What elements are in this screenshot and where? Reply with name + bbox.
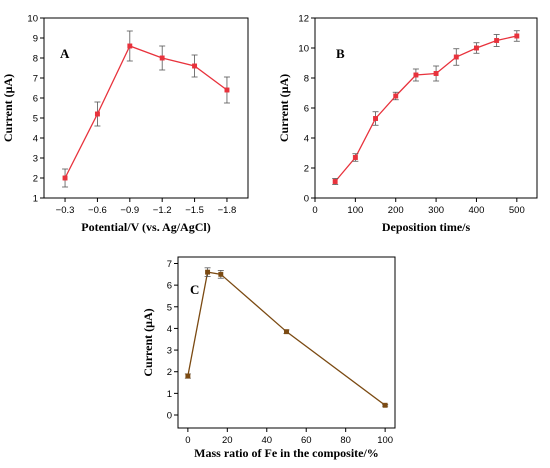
data-point — [352, 155, 358, 160]
x-tick-label: −1.2 — [153, 205, 172, 216]
x-tick-label: 20 — [222, 435, 233, 446]
y-tick-label: 7 — [167, 259, 172, 270]
x-tick-label: −0.6 — [88, 205, 107, 216]
data-point — [413, 72, 419, 78]
x-tick-label: −0.3 — [56, 205, 75, 216]
y-axis-label: Current (μA) — [277, 74, 291, 142]
plot-frame — [314, 17, 538, 199]
x-tick-label: 300 — [428, 205, 444, 216]
x-tick-label: 400 — [469, 205, 485, 216]
y-tick-label: 10 — [298, 44, 309, 55]
data-point — [192, 63, 198, 69]
series-line — [64, 45, 228, 179]
x-axis-label: Potential/V (vs. Ag/AgCl) — [81, 220, 210, 234]
panel-label: B — [336, 46, 345, 61]
x-tick-label: 100 — [347, 205, 363, 216]
data-point — [205, 269, 211, 275]
y-tick-label: 6 — [33, 94, 38, 105]
data-point — [474, 45, 479, 51]
x-axis-label: Deposition time/s — [382, 220, 471, 234]
x-tick-label: −1.5 — [185, 205, 204, 216]
data-point — [332, 179, 338, 184]
y-tick-label: 6 — [304, 104, 309, 115]
y-tick-label: 3 — [167, 346, 172, 357]
data-point — [159, 55, 165, 61]
y-tick-label: 2 — [304, 164, 309, 175]
x-axis-label: Mass ratio of Fe in the composite/% — [194, 446, 379, 460]
data-point — [494, 38, 500, 43]
panel-label: A — [60, 46, 70, 61]
x-tick-label: 40 — [261, 435, 272, 446]
data-point — [62, 175, 68, 181]
y-axis-label: Current (μA) — [141, 308, 155, 376]
y-tick-label: 5 — [33, 114, 38, 125]
data-point — [127, 43, 133, 49]
chart-panel-a: 1 2 3 4 5 6 7 8 9 10 −0.3 −0.6 −0.9 −1.2 −1.5 −1.8 A Pote… — [1, 14, 249, 234]
x-tick-label: 500 — [509, 205, 525, 216]
data-point — [218, 271, 224, 277]
chart-panel-b: 0 2 4 6 8 10 12 0 100 200 300 400 500 B Deposition tim… — [277, 14, 538, 234]
data-point — [284, 329, 289, 335]
plot-frame — [43, 17, 249, 199]
data-point — [185, 373, 191, 379]
plot-frame — [177, 256, 396, 429]
series-line — [187, 271, 386, 406]
y-tick-label: 4 — [167, 324, 172, 335]
x-tick-label: 0 — [185, 435, 190, 446]
x-tick-label: 60 — [301, 435, 312, 446]
x-tick-label: 100 — [377, 435, 393, 446]
data-point — [224, 87, 230, 93]
y-tick-label: 0 — [167, 411, 172, 422]
data-point — [373, 116, 378, 121]
x-tick-label: 200 — [388, 205, 404, 216]
x-tick-label: 0 — [312, 205, 317, 216]
data-point — [514, 33, 520, 39]
data-point — [433, 71, 439, 76]
y-tick-label: 6 — [167, 281, 172, 292]
y-tick-label: 1 — [33, 194, 38, 205]
y-tick-label: 1 — [167, 389, 172, 400]
y-tick-label: 4 — [304, 134, 309, 145]
x-tick-label: −1.8 — [218, 205, 237, 216]
y-tick-label: 5 — [167, 302, 172, 313]
panel-label: C — [190, 282, 199, 297]
y-tick-label: 9 — [33, 34, 38, 45]
y-tick-label: 3 — [33, 154, 38, 165]
data-point — [453, 54, 459, 60]
y-tick-label: 2 — [167, 367, 172, 378]
y-tick-label: 10 — [27, 14, 38, 25]
data-point — [393, 93, 399, 99]
chart-panel-c: 0 1 2 3 4 5 6 7 0 20 40 60 80 100 C Mass ratio of Fe in… — [141, 256, 396, 460]
y-tick-label: 12 — [298, 14, 309, 25]
y-axis-label: Current (μA) — [1, 74, 15, 142]
data-point — [382, 402, 388, 408]
data-point — [94, 111, 100, 117]
series-line — [334, 35, 517, 182]
y-tick-label: 0 — [304, 194, 309, 205]
x-tick-label: −0.9 — [120, 205, 139, 216]
y-tick-label: 2 — [33, 174, 38, 185]
y-tick-label: 4 — [33, 134, 38, 145]
y-tick-label: 8 — [33, 54, 38, 65]
x-tick-label: 80 — [340, 435, 351, 446]
y-tick-label: 8 — [304, 74, 309, 85]
y-tick-label: 7 — [33, 74, 38, 85]
